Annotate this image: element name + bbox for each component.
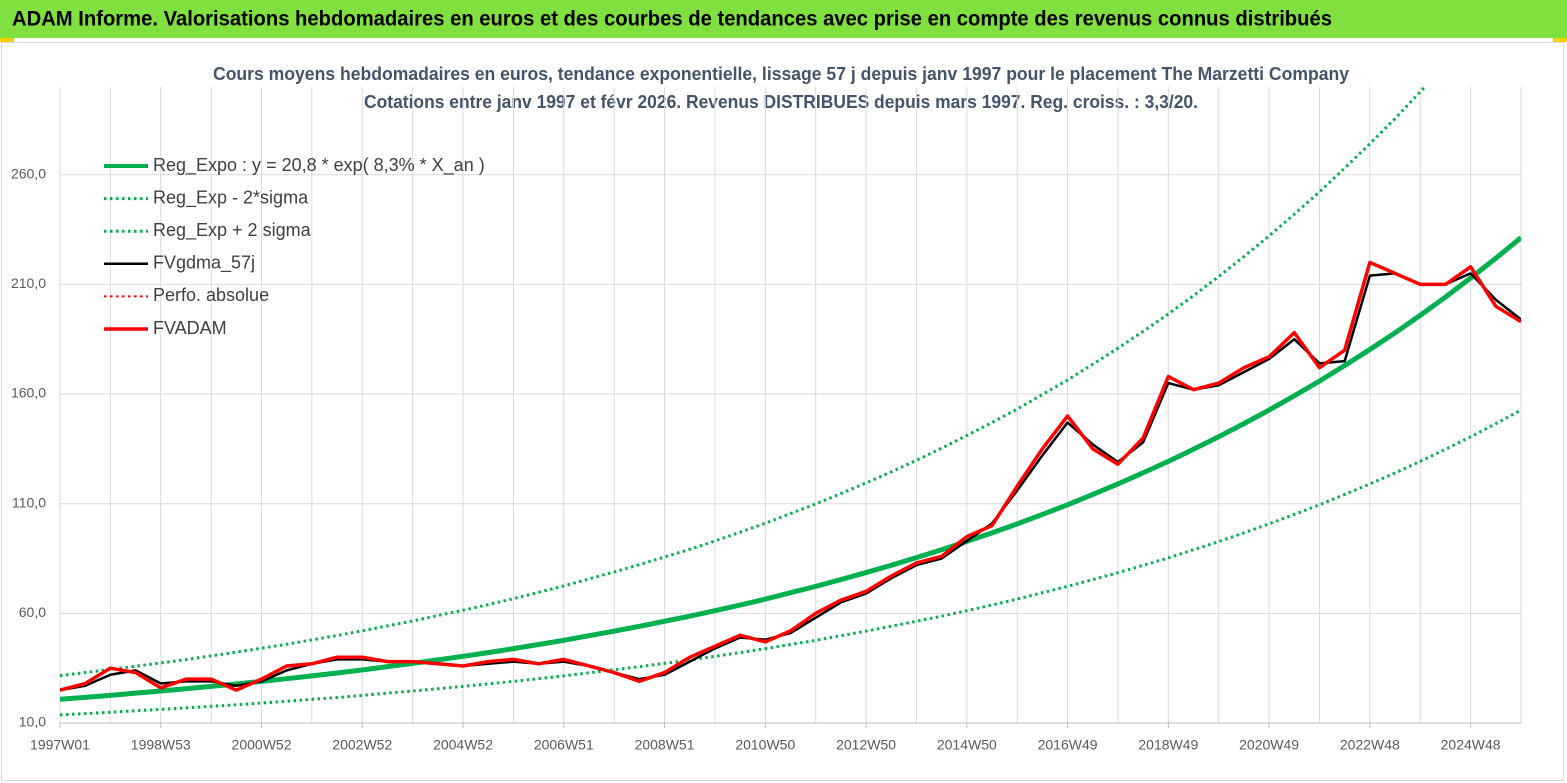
legend-label: FVADAM: [153, 318, 227, 338]
y-tick-label: 10,0: [19, 714, 46, 730]
y-tick-label: 60,0: [19, 604, 46, 620]
y-tick-label: 110,0: [12, 494, 46, 510]
chart-frame: [1, 42, 1564, 781]
y-tick-label: 260,0: [11, 165, 46, 181]
grid: [59, 87, 1522, 724]
x-tick-label: 1997W01: [30, 737, 90, 753]
legend-label: FVgdma_57j: [153, 253, 255, 274]
x-tick-label: 1998W53: [131, 737, 191, 753]
series-line: [60, 235, 1521, 702]
x-tick-label: 2014W50: [937, 737, 997, 753]
legend-label: Perfo. absolue: [153, 285, 269, 305]
x-tick-label: 2010W50: [735, 737, 795, 753]
series-line: [60, 408, 1521, 717]
x-tick-label: 2006W51: [534, 737, 594, 753]
plot-lines: [60, 87, 1521, 717]
corner-accent: [1553, 38, 1567, 42]
header-bar: [0, 0, 1567, 38]
x-tick-label: 2024W48: [1441, 737, 1501, 753]
series-line: [60, 87, 1427, 678]
axes: 10,0 60,0 110,0 160,0 210,0 260,0 1997W01 1998W…: [11, 165, 1521, 753]
x-tick-label: 2012W50: [836, 737, 896, 753]
chart-title: Cours moyens hebdomadaires en euros, ten…: [213, 64, 1349, 84]
x-tick-label: 2000W52: [232, 737, 292, 753]
x-tick-label: 2002W52: [332, 737, 392, 753]
legend-label: Reg_Exp + 2 sigma: [153, 220, 312, 241]
x-tick-label: 2008W51: [635, 737, 695, 753]
y-tick-label: 160,0: [11, 385, 46, 401]
x-tick-label: 2018W49: [1138, 737, 1198, 753]
legend-label: Reg_Exp - 2*sigma: [153, 187, 309, 208]
x-tick-label: 2022W48: [1340, 737, 1400, 753]
x-tick-label: 2016W49: [1038, 737, 1098, 753]
page-title: ADAM Informe. Valorisations hebdomadaire…: [12, 8, 1332, 31]
chart-subtitle: Cotations entre janv 1997 et févr 2026. …: [364, 92, 1198, 112]
legend-label: Reg_Expo : y = 20,8 * exp( 8,3% * X_an ): [153, 155, 485, 176]
x-tick-label: 2020W49: [1239, 737, 1299, 753]
legend: Reg_Expo : y = 20,8 * exp( 8,3% * X_an )…: [104, 155, 485, 338]
corner-accent: [0, 38, 14, 42]
y-tick-label: 210,0: [11, 275, 46, 291]
x-tick-label: 2004W52: [433, 737, 493, 753]
series-line: [60, 260, 1521, 692]
